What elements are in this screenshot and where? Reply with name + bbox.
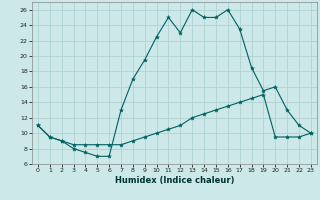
X-axis label: Humidex (Indice chaleur): Humidex (Indice chaleur) [115,176,234,185]
